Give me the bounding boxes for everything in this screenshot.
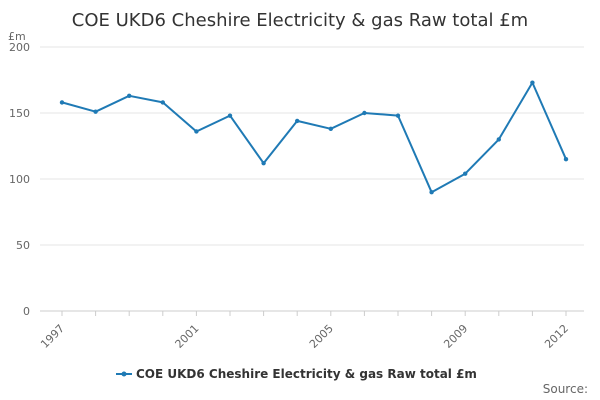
x-axis-ticks: 1997 2001 2005 2009 2012 xyxy=(38,311,571,351)
data-point-2008 xyxy=(429,190,434,195)
series-line-0 xyxy=(61,81,567,194)
data-point-2005 xyxy=(328,126,333,132)
source-label: Source: xyxy=(543,382,588,396)
x-tick-label-1997: 1997 xyxy=(38,322,67,351)
data-point-2007 xyxy=(395,113,401,118)
y-tick-label-0: 0 xyxy=(23,305,30,318)
x-tick-label-2009: 2009 xyxy=(441,322,470,351)
x-tick-label-2001: 2001 xyxy=(173,322,202,351)
data-point-1997 xyxy=(59,100,65,105)
y-axis-ticks: 0 50 100 150 200 xyxy=(9,41,30,318)
series-layer xyxy=(59,80,569,195)
data-point-2012 xyxy=(563,157,569,162)
y-axis-unit-label: £m xyxy=(8,30,26,43)
data-point-1998 xyxy=(93,109,98,114)
data-point-1999 xyxy=(127,93,132,99)
data-point-2010 xyxy=(496,137,501,142)
legend-dot-marker xyxy=(121,371,127,377)
y-tick-label-200: 200 xyxy=(9,41,30,54)
data-point-2004 xyxy=(295,118,300,124)
y-tick-label-50: 50 xyxy=(16,239,30,252)
gridlines xyxy=(40,46,584,312)
y-tick-label-100: 100 xyxy=(9,173,30,186)
chart-title: COE UKD6 Cheshire Electricity & gas Raw … xyxy=(72,10,528,31)
data-point-2011 xyxy=(530,80,535,85)
data-point-2001 xyxy=(194,129,199,134)
y-tick-label-150: 150 xyxy=(9,107,30,120)
data-point-2009 xyxy=(463,171,468,176)
data-point-2006 xyxy=(362,110,367,116)
x-tick-label-2012: 2012 xyxy=(542,322,571,351)
data-point-2000 xyxy=(160,100,165,105)
data-point-2002 xyxy=(227,113,233,118)
legend[interactable]: COE UKD6 Cheshire Electricity & gas Raw … xyxy=(116,367,477,381)
legend-label: COE UKD6 Cheshire Electricity & gas Raw … xyxy=(136,367,477,381)
x-tick-label-2005: 2005 xyxy=(307,322,336,351)
data-point-2003 xyxy=(261,160,266,166)
